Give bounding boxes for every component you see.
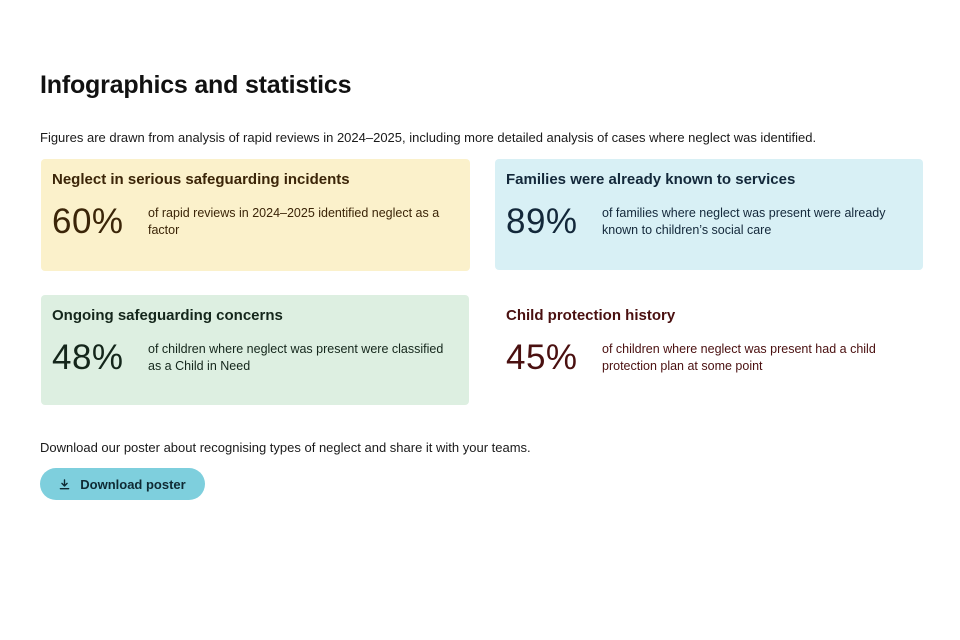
stat-row: 45% of children where neglect was presen… (506, 338, 912, 378)
card-title: Ongoing safeguarding concerns (52, 307, 283, 324)
stat-card-neglect-incidents: Neglect in serious safeguarding incident… (41, 159, 470, 271)
stat-description: of families where neglect was present we… (602, 206, 886, 237)
download-text: Download our poster about recognising ty… (40, 440, 531, 455)
stat-row: 60% of rapid reviews in 2024–2025 identi… (52, 202, 459, 242)
stat-row: 89% of families where neglect was presen… (506, 202, 912, 242)
download-button-label: Download poster (80, 476, 186, 492)
download-poster-button[interactable]: Download poster (40, 468, 205, 500)
stat-description: of children where neglect was present we… (148, 342, 444, 373)
stat-card-child-protection: Child protection history 45% of children… (495, 295, 923, 405)
stat-row: 48% of children where neglect was presen… (52, 338, 458, 378)
stat-value: 48% (52, 338, 124, 377)
stat-description: of rapid reviews in 2024–2025 identified… (148, 206, 440, 237)
download-icon (59, 478, 70, 489)
card-title: Neglect in serious safeguarding incident… (52, 171, 350, 188)
stat-card-ongoing-concerns: Ongoing safeguarding concerns 48% of chi… (41, 295, 469, 405)
page-title: Infographics and statistics (40, 71, 352, 99)
intro-text: Figures are drawn from analysis of rapid… (40, 130, 817, 145)
stat-value: 45% (506, 338, 578, 377)
stat-value: 60% (52, 202, 124, 241)
card-title: Families were already known to services (506, 171, 796, 188)
card-title: Child protection history (506, 307, 676, 324)
stat-description: of children where neglect was present ha… (602, 342, 876, 373)
stat-value: 89% (506, 202, 578, 241)
stat-card-known-to-services: Families were already known to services … (495, 159, 923, 270)
